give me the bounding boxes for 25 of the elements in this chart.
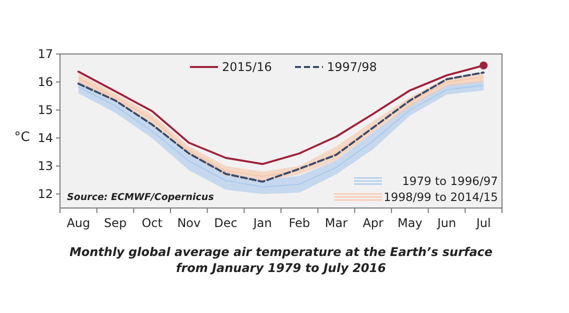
y-tick-label: 15 — [38, 103, 53, 118]
x-tick-label: Feb — [288, 216, 310, 230]
x-tick-label: Dec — [214, 216, 238, 230]
x-tick-label: Mar — [324, 216, 348, 230]
x-tick-label: Jul — [475, 216, 491, 230]
x-tick-label: Apr — [362, 216, 384, 230]
legend-label: 1997/98 — [327, 60, 377, 74]
legend-label: 1979 to 1996/97 — [402, 174, 498, 188]
y-tick-label: 14 — [38, 131, 53, 146]
x-tick-label: Jun — [436, 216, 456, 230]
text: Monthly global average air temperature at the Earth’s surface from January 1979 to July 2016 — [69, 245, 493, 275]
y-tick-label: 12 — [38, 187, 53, 202]
y-axis-title: °C — [14, 130, 30, 145]
x-tick-label: Oct — [142, 216, 163, 230]
legend-label: 1998/99 to 2014/15 — [384, 190, 498, 204]
x-tick-label: Aug — [66, 216, 90, 230]
x-tick-label: Nov — [177, 216, 201, 230]
x-tick-label: Sep — [104, 216, 127, 230]
y-tick-label: 13 — [38, 159, 53, 174]
y-tick-label: 16 — [38, 75, 53, 90]
legend-label: 2015/16 — [222, 60, 272, 74]
x-tick-label: May — [398, 216, 422, 230]
x-tick-label: Jan — [252, 216, 272, 230]
y-tick-label: 17 — [38, 47, 53, 62]
annotation: Source: ECMWF/Copernicus — [67, 192, 214, 203]
